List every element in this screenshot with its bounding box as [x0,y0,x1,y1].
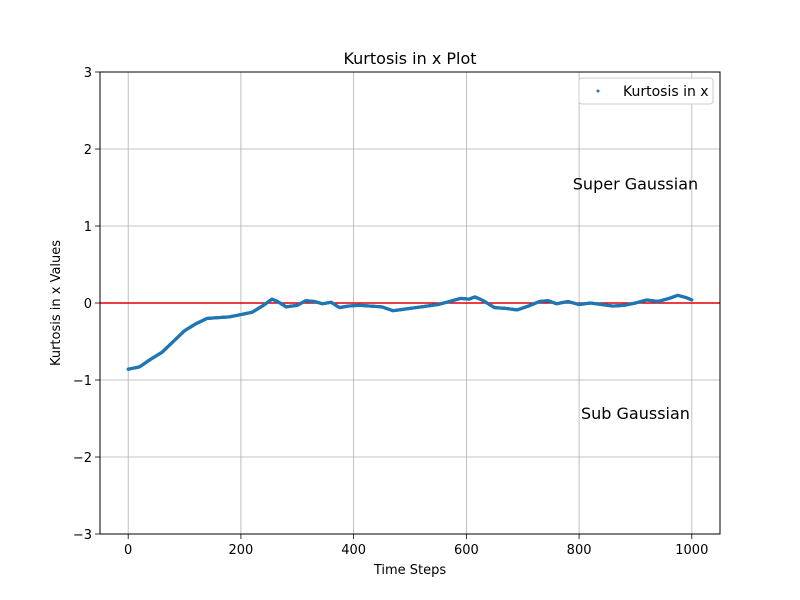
y-tick-label: 2 [84,143,92,158]
y-tick-label: −3 [73,528,92,543]
y-axis-label: Kurtosis in x Values [49,240,64,366]
y-tick-label: −2 [73,451,92,466]
legend-box [578,77,714,105]
y-tick-label: 1 [84,220,92,235]
annotation-label: Sub Gaussian [581,404,690,423]
x-tick-label: 400 [341,543,366,558]
x-tick-label: 800 [567,543,592,558]
y-tick-label: 0 [84,297,92,312]
y-tick-label: −1 [73,374,92,389]
x-tick-label: 200 [228,543,253,558]
x-axis-label: Time Steps [373,563,447,578]
legend-label: Kurtosis in x [623,84,709,100]
annotation-label: Super Gaussian [573,175,698,194]
y-tick-layer: −3 −2 −1 0 1 2 3 [73,66,100,543]
data-point [690,298,694,302]
chart-title: Kurtosis in x Plot [343,49,476,68]
y-tick-label: 3 [84,66,92,81]
annotation-layer: Super Gaussian Sub Gaussian [573,175,698,423]
series-points-layer [126,293,694,371]
legend-marker [596,89,600,93]
x-tick-label: 0 [124,543,132,558]
x-tick-layer: 0 200 400 600 800 1000 [124,534,708,558]
legend: Kurtosis in x [578,77,714,105]
x-tick-label: 1000 [675,543,708,558]
x-tick-label: 600 [454,543,479,558]
